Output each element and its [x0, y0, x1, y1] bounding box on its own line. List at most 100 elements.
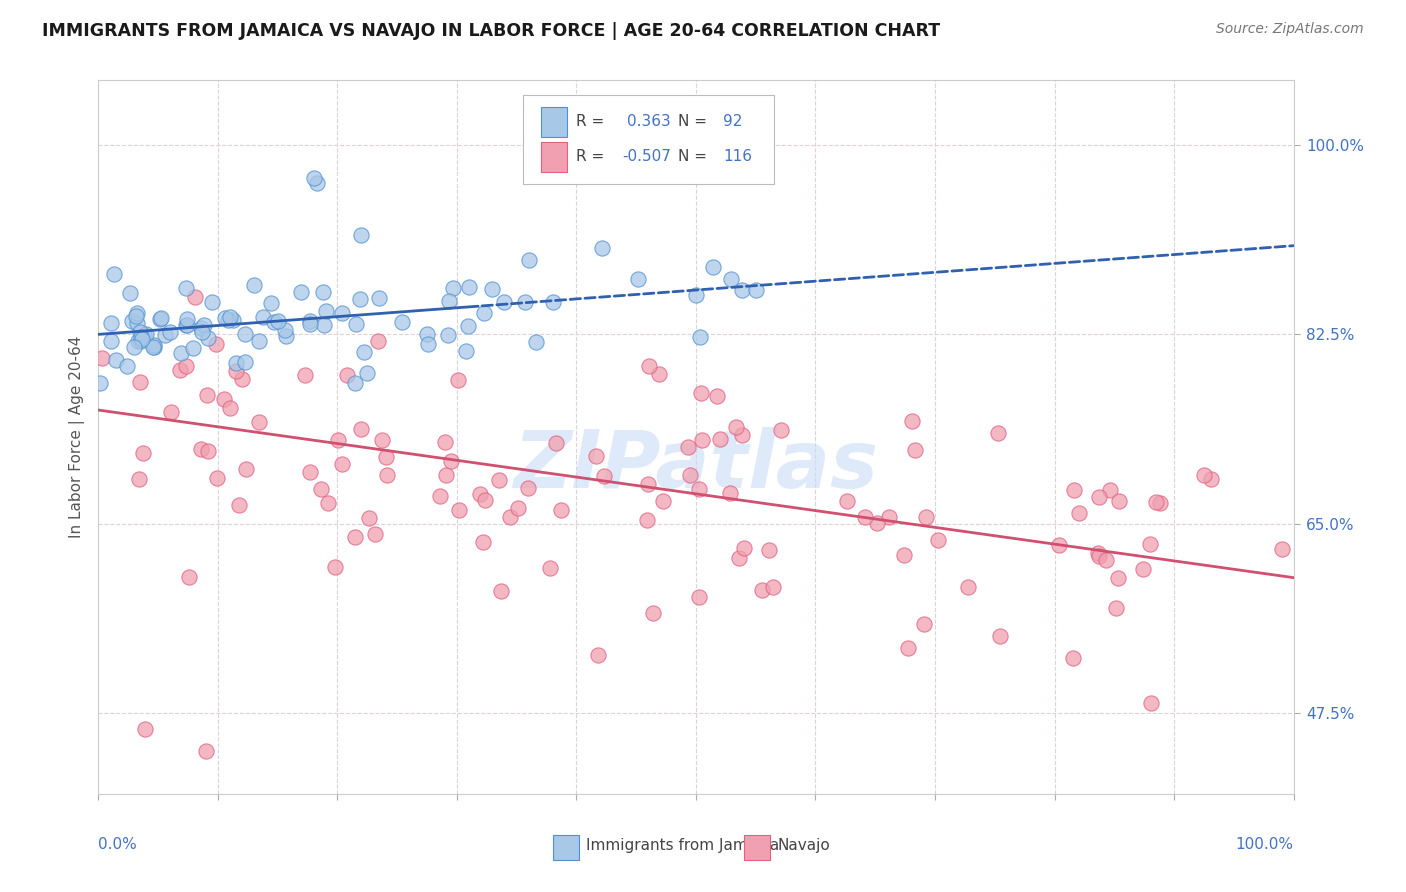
Point — [235, 462, 257, 476]
Point — [214, 310, 236, 325]
Point — [350, 228, 373, 243]
Point — [184, 290, 207, 304]
Point — [260, 296, 283, 310]
Point — [1062, 650, 1084, 665]
Point — [457, 319, 479, 334]
Point — [298, 465, 321, 479]
Point — [252, 310, 274, 324]
Point — [90, 351, 112, 365]
Point — [364, 526, 387, 541]
Point — [309, 482, 332, 496]
Point — [769, 424, 792, 438]
Point — [205, 336, 228, 351]
Point — [1087, 490, 1109, 504]
Point — [143, 338, 166, 352]
Point — [591, 241, 613, 255]
Point — [89, 376, 111, 390]
Point — [1271, 541, 1294, 556]
Point — [174, 281, 197, 295]
Point — [104, 352, 127, 367]
Point — [761, 581, 783, 595]
Point — [897, 640, 920, 655]
Text: Navajo: Navajo — [778, 838, 830, 854]
Point — [330, 457, 353, 471]
Point — [174, 318, 197, 333]
Point — [731, 283, 754, 297]
Point — [1108, 493, 1130, 508]
Point — [586, 648, 609, 663]
Point — [344, 318, 367, 332]
Point — [242, 278, 264, 293]
Text: R =: R = — [576, 149, 605, 164]
Text: Immigrants from Jamaica: Immigrants from Jamaica — [586, 838, 779, 854]
Point — [149, 311, 172, 326]
Point — [299, 314, 322, 328]
Point — [517, 252, 540, 267]
Point — [117, 359, 139, 374]
Point — [492, 294, 515, 309]
Point — [176, 312, 198, 326]
Point — [541, 294, 564, 309]
Point — [513, 294, 536, 309]
Point — [128, 325, 150, 339]
Point — [131, 332, 153, 346]
Point — [170, 346, 193, 360]
Point — [159, 325, 181, 339]
Point — [197, 331, 219, 345]
Point — [901, 414, 924, 428]
Point — [546, 436, 568, 450]
Point — [371, 433, 394, 447]
Point — [134, 722, 156, 736]
Point — [118, 285, 141, 300]
Point — [987, 425, 1010, 440]
Point — [489, 584, 512, 599]
Point — [247, 416, 270, 430]
Point — [456, 343, 478, 358]
Point — [637, 477, 659, 491]
Point — [197, 388, 219, 402]
Point — [315, 304, 337, 318]
Point — [447, 373, 470, 387]
Bar — [553, 835, 579, 860]
Point — [440, 454, 463, 468]
Point — [447, 503, 470, 517]
Point — [190, 320, 212, 334]
Point — [728, 551, 751, 566]
Point — [416, 326, 439, 341]
Point — [1192, 467, 1215, 482]
Point — [866, 516, 889, 531]
Point — [690, 386, 713, 401]
Point — [516, 482, 538, 496]
Point — [222, 313, 245, 327]
Point — [190, 442, 212, 456]
Point — [169, 363, 191, 377]
Point — [1132, 562, 1154, 576]
Point — [685, 288, 707, 302]
Point — [688, 482, 710, 496]
Point — [468, 486, 491, 500]
Point — [353, 345, 375, 359]
Text: ZIPatlas: ZIPatlas — [513, 426, 879, 505]
Point — [212, 392, 235, 406]
Point — [1087, 546, 1109, 560]
Point — [302, 170, 325, 185]
Point — [247, 334, 270, 348]
Point — [506, 501, 529, 516]
Point — [709, 433, 731, 447]
Point — [585, 450, 607, 464]
Point — [233, 327, 256, 342]
Point — [312, 318, 335, 332]
Text: -0.507: -0.507 — [621, 149, 671, 164]
Point — [720, 271, 742, 285]
Point — [1139, 537, 1161, 551]
Point — [636, 512, 658, 526]
Point — [643, 606, 665, 620]
Point — [103, 267, 125, 281]
Point — [706, 389, 728, 403]
Point — [356, 366, 378, 380]
Point — [233, 355, 256, 369]
Y-axis label: In Labor Force | Age 20-64: In Labor Force | Age 20-64 — [69, 336, 84, 538]
Point — [647, 367, 669, 381]
Point — [132, 327, 155, 342]
Bar — [541, 107, 567, 136]
